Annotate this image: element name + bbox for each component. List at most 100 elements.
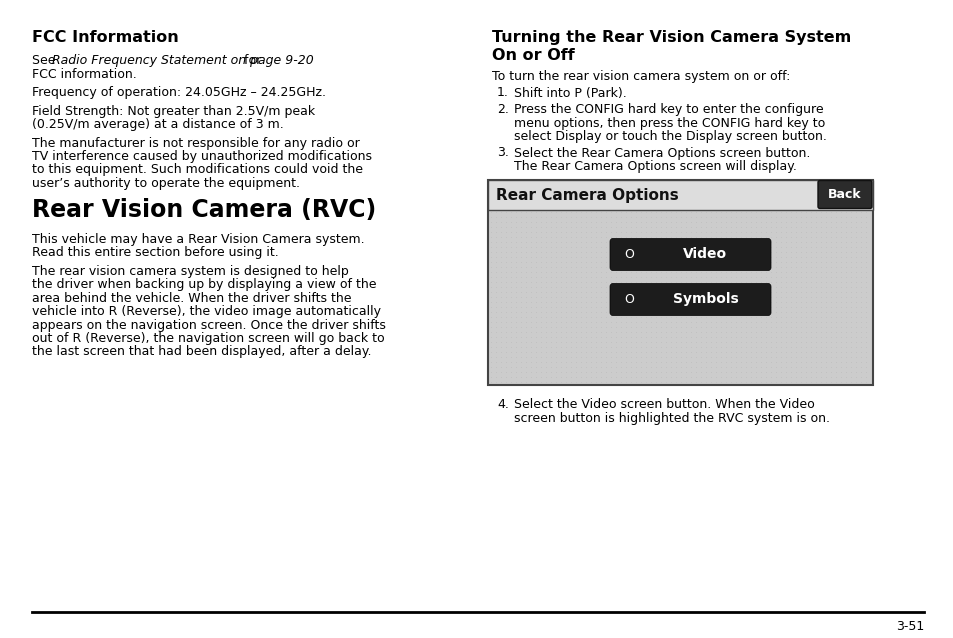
Point [747, 361, 762, 371]
Point [688, 331, 703, 341]
Point [853, 276, 868, 286]
Point [798, 336, 813, 346]
Point [543, 237, 558, 247]
Point [593, 232, 608, 242]
Point [793, 322, 808, 332]
Point [558, 221, 573, 232]
Point [698, 211, 713, 221]
Point [773, 297, 788, 307]
Point [503, 271, 518, 281]
Point [753, 357, 768, 367]
Point [558, 271, 573, 281]
Point [747, 306, 762, 316]
Point [602, 232, 618, 242]
Point [648, 376, 663, 387]
Point [668, 246, 683, 256]
Point [708, 301, 723, 311]
Point [727, 267, 742, 277]
Point [517, 271, 533, 281]
Point [762, 366, 778, 376]
Point [568, 237, 583, 247]
Point [793, 316, 808, 327]
Point [618, 286, 633, 297]
Point [608, 262, 623, 272]
Point [678, 276, 693, 286]
Point [747, 267, 762, 277]
Point [638, 286, 653, 297]
Point [718, 281, 733, 292]
Text: TV interference caused by unauthorized modifications: TV interference caused by unauthorized m… [32, 150, 372, 163]
Point [537, 366, 553, 376]
Point [682, 322, 698, 332]
Point [653, 241, 668, 251]
Point [827, 221, 842, 232]
Point [698, 256, 713, 267]
Point [742, 331, 758, 341]
Point [628, 246, 643, 256]
Point [488, 267, 503, 277]
Point [778, 341, 793, 352]
Point [818, 322, 833, 332]
Point [593, 267, 608, 277]
Point [718, 301, 733, 311]
Point [503, 371, 518, 382]
Point [633, 221, 648, 232]
Point [533, 331, 548, 341]
Point [767, 352, 782, 362]
Point [598, 221, 613, 232]
Point [833, 256, 848, 267]
Point [508, 286, 523, 297]
Point [613, 371, 628, 382]
Point [517, 346, 533, 357]
Point [528, 331, 543, 341]
Point [708, 211, 723, 221]
Text: 2.: 2. [497, 103, 508, 116]
Point [702, 292, 718, 302]
Point [573, 361, 588, 371]
Point [818, 336, 833, 346]
Point [742, 316, 758, 327]
Point [517, 276, 533, 286]
Point [673, 276, 688, 286]
Point [733, 371, 748, 382]
Point [762, 281, 778, 292]
Point [483, 267, 498, 277]
Point [698, 346, 713, 357]
Point [833, 267, 848, 277]
Point [742, 341, 758, 352]
Point [578, 316, 593, 327]
Point [773, 211, 788, 221]
Point [822, 292, 838, 302]
Point [678, 327, 693, 337]
Point [648, 361, 663, 371]
Point [727, 281, 742, 292]
Point [488, 216, 503, 226]
Text: O: O [623, 293, 634, 306]
Point [813, 341, 828, 352]
Point [807, 346, 822, 357]
Point [537, 352, 553, 362]
Point [767, 331, 782, 341]
Point [693, 237, 708, 247]
Point [858, 366, 873, 376]
Point [678, 251, 693, 262]
Point [662, 237, 678, 247]
Point [738, 262, 753, 272]
Point [573, 211, 588, 221]
Point [483, 297, 498, 307]
Point [682, 211, 698, 221]
Point [573, 241, 588, 251]
Point [563, 352, 578, 362]
Point [503, 327, 518, 337]
Point [738, 311, 753, 322]
Point [628, 297, 643, 307]
Point [713, 216, 728, 226]
Point [713, 366, 728, 376]
Point [773, 301, 788, 311]
Point [747, 366, 762, 376]
Point [543, 262, 558, 272]
Point [568, 297, 583, 307]
Point [738, 316, 753, 327]
Point [553, 256, 568, 267]
Point [822, 322, 838, 332]
